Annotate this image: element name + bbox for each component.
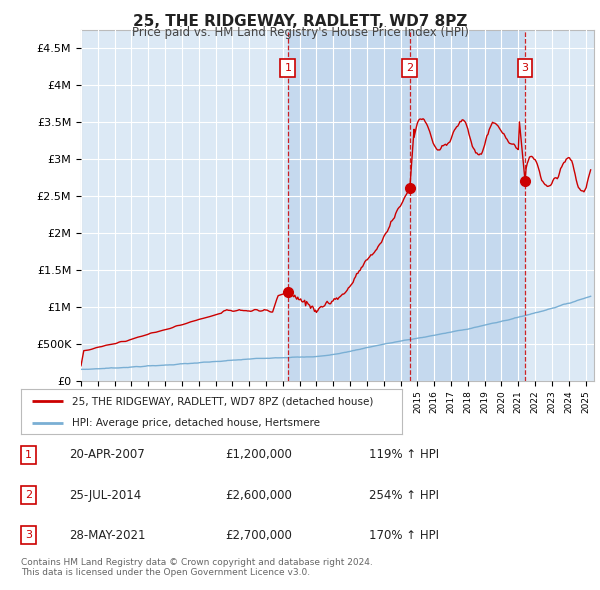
Text: £2,700,000: £2,700,000 bbox=[225, 529, 292, 542]
Text: HPI: Average price, detached house, Hertsmere: HPI: Average price, detached house, Hert… bbox=[73, 418, 320, 428]
Text: 25-JUL-2014: 25-JUL-2014 bbox=[69, 489, 141, 502]
Bar bbox=[288, 30, 410, 381]
Text: 25, THE RIDGEWAY, RADLETT, WD7 8PZ (detached house): 25, THE RIDGEWAY, RADLETT, WD7 8PZ (deta… bbox=[73, 396, 374, 407]
Text: Price paid vs. HM Land Registry's House Price Index (HPI): Price paid vs. HM Land Registry's House … bbox=[131, 26, 469, 39]
Text: 1: 1 bbox=[284, 63, 292, 73]
Text: 20-APR-2007: 20-APR-2007 bbox=[69, 448, 145, 461]
Text: 119% ↑ HPI: 119% ↑ HPI bbox=[369, 448, 439, 461]
Text: 25, THE RIDGEWAY, RADLETT, WD7 8PZ: 25, THE RIDGEWAY, RADLETT, WD7 8PZ bbox=[133, 14, 467, 29]
Text: 2: 2 bbox=[406, 63, 413, 73]
Text: 170% ↑ HPI: 170% ↑ HPI bbox=[369, 529, 439, 542]
Text: 254% ↑ HPI: 254% ↑ HPI bbox=[369, 489, 439, 502]
Text: 3: 3 bbox=[25, 530, 32, 540]
Text: 2: 2 bbox=[25, 490, 32, 500]
Bar bbox=[410, 30, 525, 381]
Text: 3: 3 bbox=[521, 63, 529, 73]
Text: £1,200,000: £1,200,000 bbox=[225, 448, 292, 461]
Text: £2,600,000: £2,600,000 bbox=[225, 489, 292, 502]
Text: 1: 1 bbox=[25, 450, 32, 460]
Text: 28-MAY-2021: 28-MAY-2021 bbox=[69, 529, 146, 542]
Text: Contains HM Land Registry data © Crown copyright and database right 2024.
This d: Contains HM Land Registry data © Crown c… bbox=[21, 558, 373, 577]
